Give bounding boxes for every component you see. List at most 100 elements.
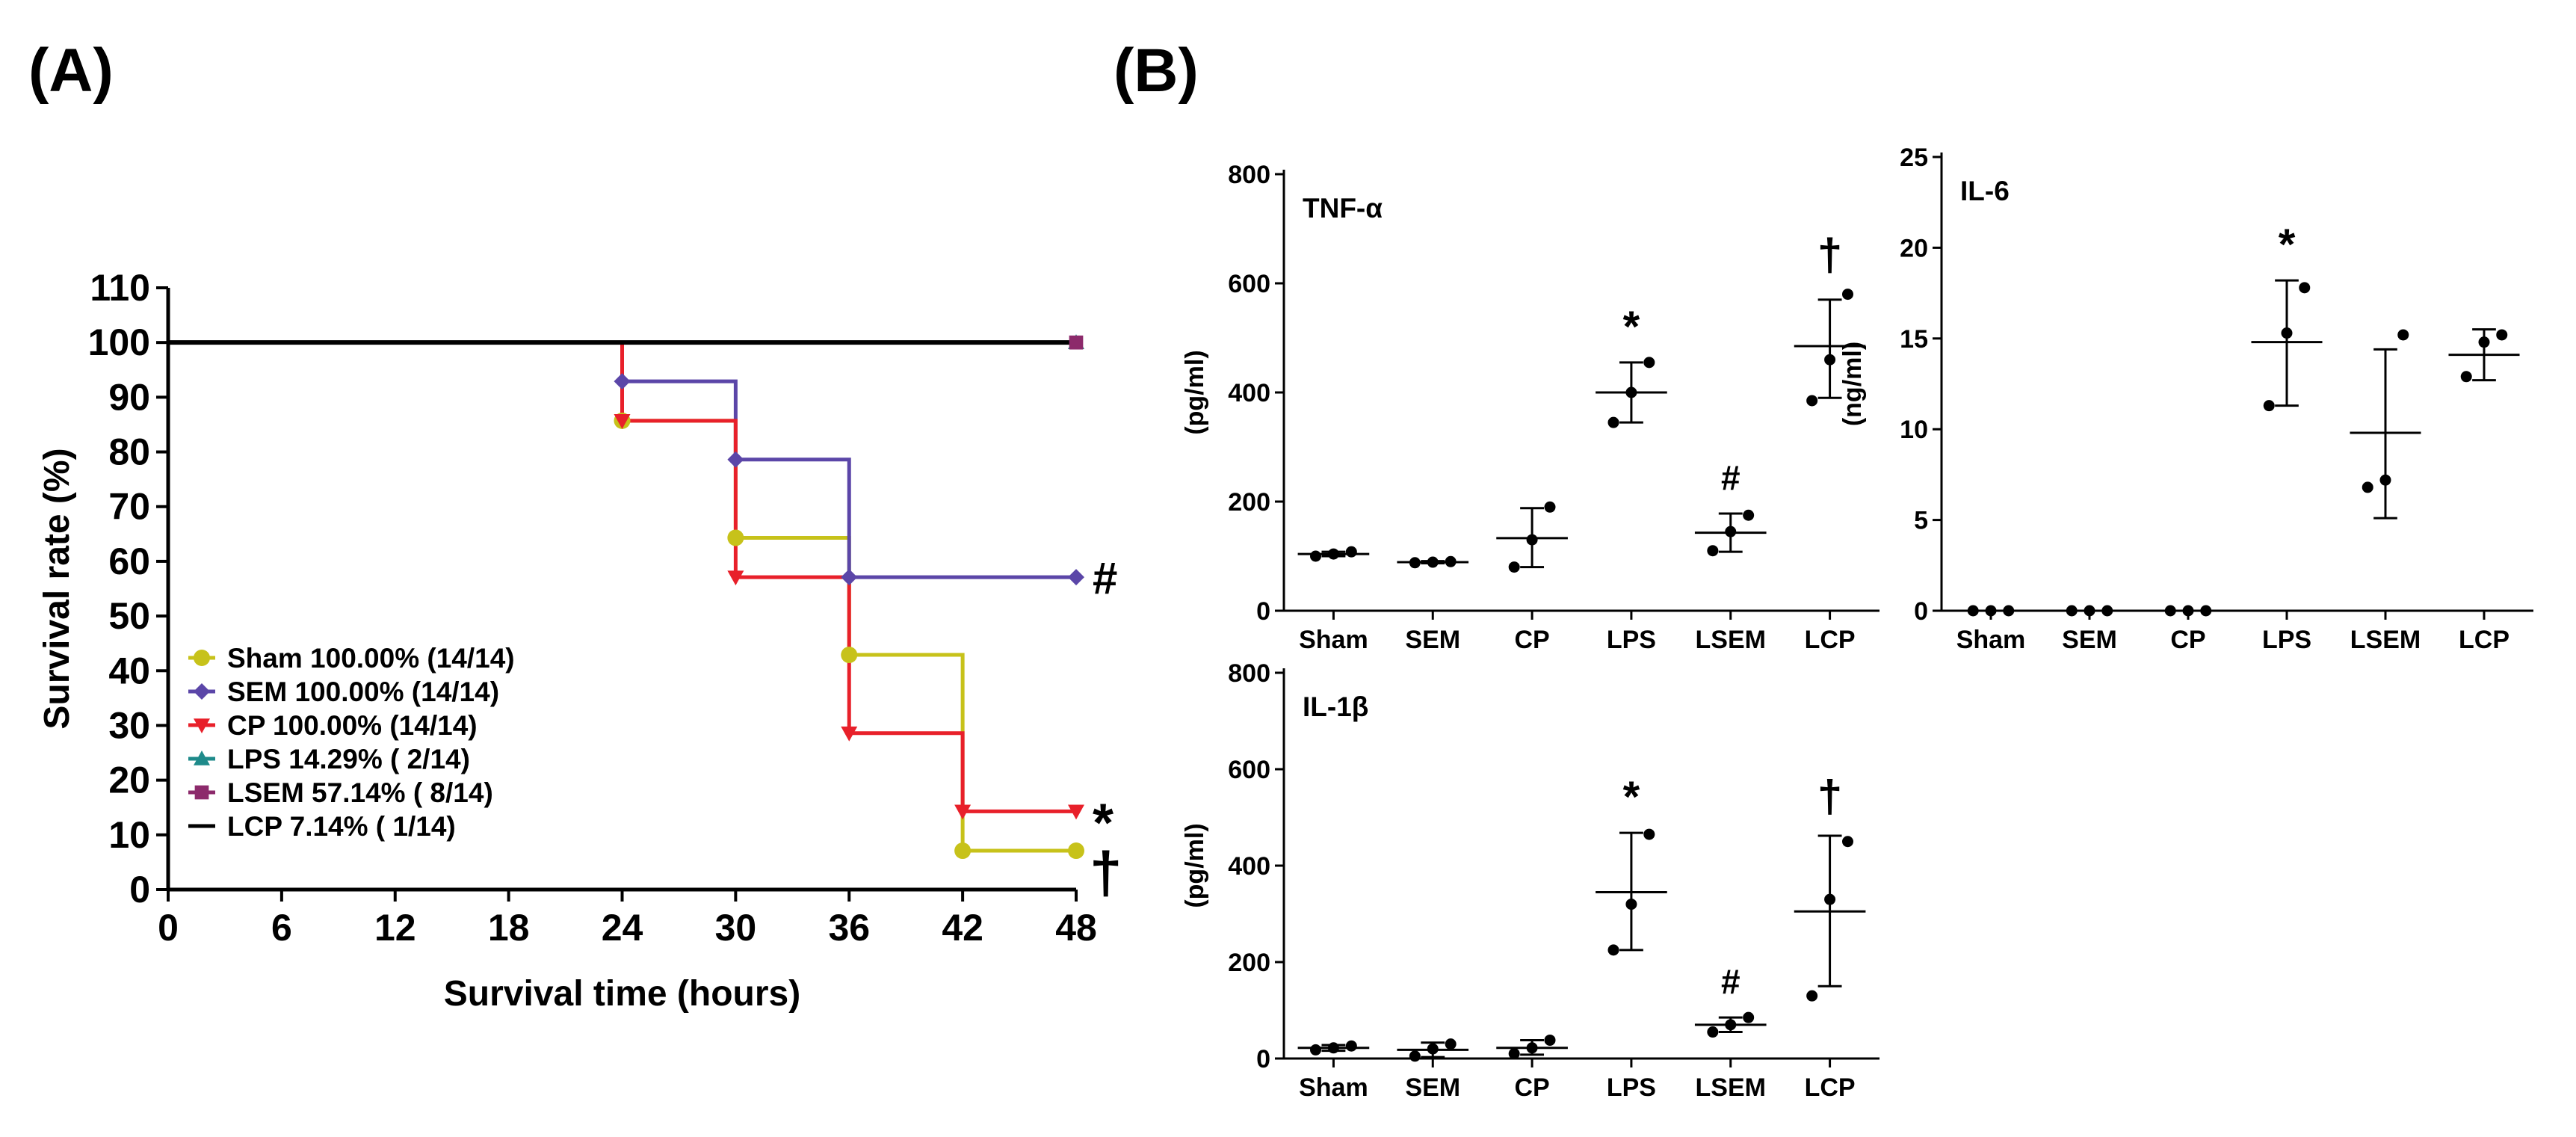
annotation-lps: * — [1623, 303, 1640, 351]
data-point-lcp — [1824, 354, 1836, 366]
x-tick-label-lps: LPS — [1607, 626, 1656, 654]
data-point-sem — [841, 569, 858, 586]
data-point-sham — [1345, 1040, 1357, 1052]
y-tick-label: 400 — [1228, 379, 1270, 407]
data-point-lsem — [1743, 1011, 1755, 1023]
data-point-lcp — [1806, 990, 1818, 1002]
x-tick-label-lps: LPS — [2262, 626, 2311, 654]
data-point-cp — [1544, 501, 1556, 513]
y-tick-label: 30 — [108, 704, 150, 746]
panel-label-b: (B) — [1114, 37, 1199, 105]
annotation-cp: * — [1093, 793, 1114, 853]
x-tick-label: 18 — [488, 907, 530, 949]
y-tick-label: 400 — [1228, 852, 1270, 881]
legend-marker-lsem — [194, 785, 209, 800]
y-tick-label: 10 — [108, 814, 150, 856]
y-tick-label: 15 — [1900, 325, 1928, 354]
data-point-sham — [1967, 605, 1979, 617]
data-point-lcp — [1806, 395, 1818, 407]
chart-title: TNF-α — [1303, 193, 1383, 224]
x-tick-label: 36 — [828, 907, 870, 949]
x-tick-label-lcp: LCP — [1805, 626, 1856, 654]
x-tick-label-sem: SEM — [1405, 1073, 1460, 1102]
data-point-sem — [2084, 605, 2095, 617]
y-tick-label: 100 — [88, 321, 150, 363]
data-point-sham — [1327, 548, 1339, 560]
data-point-cp — [841, 726, 858, 742]
data-point-sham — [727, 529, 744, 546]
y-tick-label: 0 — [1256, 597, 1270, 626]
x-tick-label: 12 — [374, 907, 416, 949]
x-tick-label-cp: CP — [1514, 1073, 1549, 1102]
data-point-sem — [2066, 605, 2078, 617]
data-point-cp — [1068, 804, 1084, 820]
data-point-lps — [1643, 357, 1655, 369]
x-tick-label-lsem: LSEM — [1696, 1073, 1766, 1102]
data-point-lcp — [2478, 336, 2490, 348]
x-tick-label-sham: Sham — [1956, 626, 2026, 654]
data-point-lsem — [2379, 474, 2391, 486]
data-point-sem — [1445, 1038, 1457, 1050]
data-point-sem — [614, 373, 631, 390]
y-tick-label: 25 — [1900, 144, 1928, 172]
data-point-lps — [2281, 327, 2293, 339]
x-tick-label: 6 — [271, 907, 292, 949]
y-tick-label: 20 — [108, 759, 150, 801]
data-point-lps — [1607, 416, 1619, 428]
y-tick-label: 70 — [108, 486, 150, 528]
x-tick-label-sham: Sham — [1299, 1073, 1368, 1102]
il-1beta-chart: 0 200 400 600 800 Sham SEM CP LPS LSEM LCP IL-1β (pg… — [1181, 659, 1880, 1102]
data-point-lsem — [1725, 1019, 1737, 1031]
tnf-alpha-chart: 0 200 400 600 800 Sham SEM CP LPS LSEM LCP TNF-α (pg… — [1181, 161, 1880, 654]
y-tick-label: 50 — [108, 595, 150, 637]
y-tick-label: 90 — [108, 376, 150, 418]
data-point-lcp — [1841, 836, 1853, 848]
data-point-lps — [1625, 386, 1637, 398]
data-point-lps — [2263, 400, 2275, 412]
x-tick-label: 0 — [158, 907, 179, 949]
annotation-sham: † — [1090, 839, 1122, 905]
data-point-lcp — [2496, 329, 2508, 341]
y-axis-title: (ng/ml) — [1838, 342, 1867, 426]
y-tick-label: 5 — [1914, 507, 1928, 535]
data-point-sham — [2003, 605, 2015, 617]
data-point-lcp — [1824, 893, 1836, 905]
legend-label-lps: LPS 14.29% ( 2/14) — [227, 744, 470, 774]
data-point-sem — [1427, 556, 1439, 568]
y-tick-label: 200 — [1228, 488, 1270, 517]
y-axis-title: (pg/ml) — [1181, 823, 1209, 908]
x-tick-label: 30 — [715, 907, 757, 949]
x-tick-label-lsem: LSEM — [2350, 626, 2421, 654]
y-tick-label: 80 — [108, 431, 150, 473]
y-tick-label: 20 — [1900, 234, 1928, 262]
x-tick-label-sham: Sham — [1299, 626, 1368, 654]
data-point-sham — [1985, 605, 1997, 617]
data-point-cp — [1526, 1042, 1538, 1054]
data-point-lps — [1643, 828, 1655, 840]
legend-marker-cp — [194, 718, 210, 733]
data-point-sham — [954, 842, 972, 860]
data-point-lsem — [1707, 545, 1719, 557]
data-point-lcp — [2460, 371, 2472, 383]
y-tick-label: 600 — [1228, 270, 1270, 298]
data-point-lsem — [1707, 1026, 1719, 1038]
legend-label-sem: SEM 100.00% (14/14) — [227, 677, 499, 707]
legend-marker-sham — [194, 650, 210, 666]
data-point-sem — [1427, 1043, 1439, 1055]
data-point-lps — [1607, 944, 1619, 956]
data-point-sem — [727, 451, 744, 468]
x-tick-label-sem: SEM — [2062, 626, 2117, 654]
y-tick-label: 800 — [1228, 161, 1270, 189]
data-point-lps — [1625, 899, 1637, 910]
y-tick-label: 800 — [1228, 659, 1270, 688]
data-point-lsem — [1069, 335, 1084, 350]
data-point-cp — [2164, 605, 2176, 617]
data-point-cp — [2200, 605, 2212, 617]
data-point-sem — [1409, 1050, 1421, 1062]
legend-label-lsem: LSEM 57.14% ( 8/14) — [227, 777, 493, 808]
y-axis-title: Survival rate (%) — [37, 448, 77, 729]
data-point-cp — [614, 414, 631, 429]
data-point-lsem — [2397, 329, 2409, 341]
annotation-lcp: † — [1817, 771, 1842, 822]
data-point-lcp — [1841, 289, 1853, 301]
